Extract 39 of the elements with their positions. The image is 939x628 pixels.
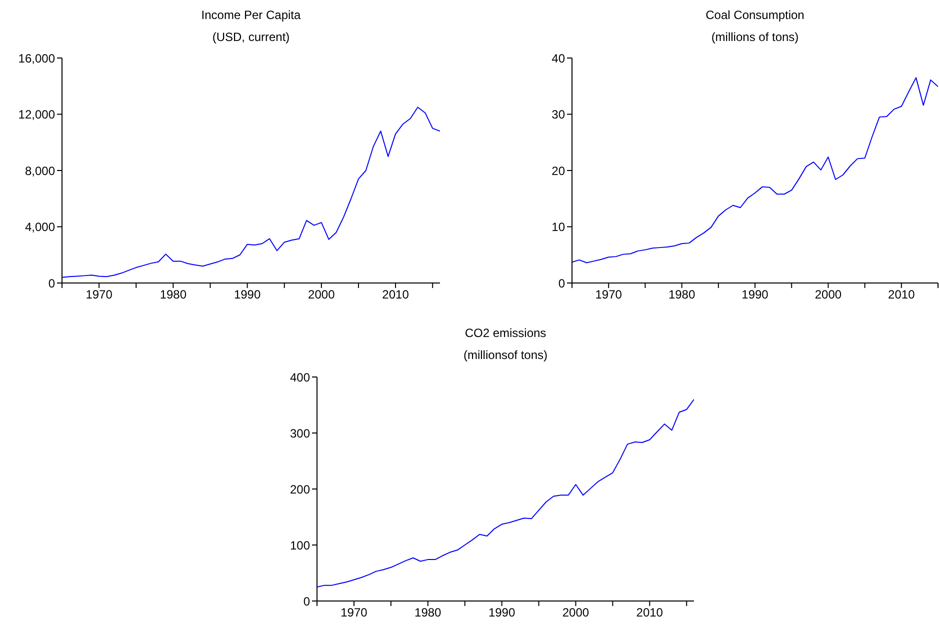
chart-title: Coal Consumption bbox=[704, 7, 806, 24]
x-tick-label: 2010 bbox=[382, 288, 410, 302]
x-tick-label: 1980 bbox=[668, 288, 696, 302]
line-series bbox=[62, 106, 440, 278]
x-tick-label: 1970 bbox=[86, 288, 113, 302]
y-tick-label: 16,000 bbox=[18, 51, 56, 66]
y-tick-label: 20 bbox=[552, 164, 566, 178]
line-series bbox=[572, 77, 938, 264]
x-tick-label: 1970 bbox=[340, 606, 368, 620]
chart-subtitle: (millionsof tons) bbox=[462, 347, 549, 364]
x-tick-label: 2010 bbox=[888, 288, 916, 302]
y-tick-label: 400 bbox=[290, 370, 310, 384]
y-tick-label: 8,000 bbox=[24, 164, 56, 178]
x-tick-label: 1980 bbox=[160, 288, 187, 302]
x-tick-label: 2000 bbox=[308, 288, 336, 302]
y-tick-label: 100 bbox=[290, 538, 310, 552]
y-tick-label: 4,000 bbox=[24, 220, 56, 234]
y-tick-label: 0 bbox=[558, 276, 566, 290]
y-tick-label: 40 bbox=[552, 51, 566, 66]
chart-title: Income Per Capita bbox=[200, 7, 302, 24]
y-tick-label: 0 bbox=[303, 594, 310, 608]
chart-title: CO2 emissions bbox=[464, 325, 548, 342]
x-tick-label: 1990 bbox=[488, 606, 516, 620]
chart-subtitle: (USD, current) bbox=[211, 29, 291, 46]
x-tick-label: 1970 bbox=[595, 288, 622, 302]
line-series bbox=[317, 398, 694, 588]
x-tick-label: 2010 bbox=[636, 606, 664, 620]
y-tick-label: 0 bbox=[48, 276, 56, 290]
x-tick-label: 2000 bbox=[814, 288, 842, 302]
x-tick-label: 1980 bbox=[414, 606, 442, 620]
y-tick-label: 200 bbox=[290, 482, 310, 496]
y-tick-label: 12,000 bbox=[18, 108, 56, 122]
y-tick-label: 300 bbox=[290, 426, 310, 440]
y-tick-label: 30 bbox=[552, 108, 566, 122]
chart-subtitle: (millions of tons) bbox=[710, 29, 800, 46]
y-tick-label: 10 bbox=[552, 220, 566, 234]
x-tick-label: 2000 bbox=[562, 606, 590, 620]
x-tick-label: 1990 bbox=[234, 288, 261, 302]
x-tick-label: 1990 bbox=[742, 288, 769, 302]
